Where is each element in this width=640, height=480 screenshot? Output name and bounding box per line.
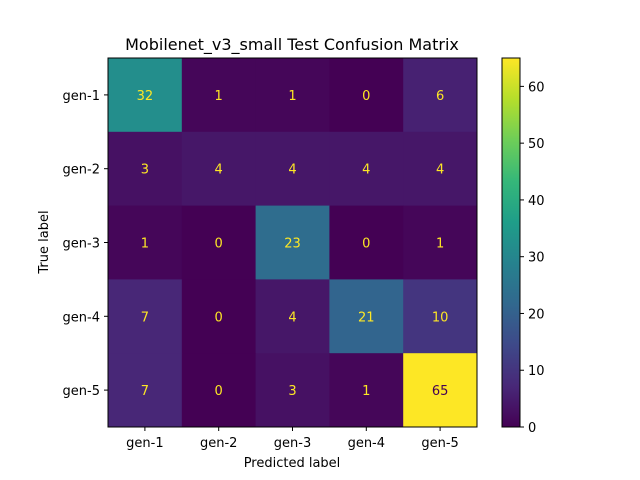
- cell-value-label: 4: [436, 163, 444, 178]
- cell-value-label: 0: [215, 237, 223, 252]
- heatmap-cell: [181, 131, 257, 207]
- cell-value-label: 4: [215, 163, 223, 178]
- cell-value-label: 0: [215, 384, 223, 399]
- heatmap-cell: [108, 131, 183, 207]
- x-tick-label: gen-2: [200, 436, 237, 451]
- x-axis-label: Predicted label: [244, 456, 341, 471]
- cell-value-label: 4: [288, 310, 296, 325]
- colorbar-tick-label: 10: [528, 364, 545, 379]
- heatmap-cell: [403, 279, 478, 354]
- heatmap-cell: [329, 205, 404, 280]
- cell-value-label: 7: [141, 384, 149, 399]
- x-axis-ticks: gen-1 gen-2 gen-3 gen-4 gen-5: [126, 427, 459, 451]
- y-tick-label: gen-1: [63, 89, 100, 104]
- cell-value-label: 1: [288, 89, 296, 104]
- cell-value-label: 0: [362, 237, 370, 252]
- heatmap-cell: [108, 205, 183, 280]
- cell-value-label: 1: [436, 237, 444, 252]
- cell-value-label: 32: [137, 89, 154, 104]
- heatmap-cell: [403, 131, 478, 207]
- y-tick-label: gen-5: [63, 384, 100, 399]
- heatmap-cell: [255, 353, 330, 428]
- cell-value-label: 1: [141, 237, 149, 252]
- y-tick-label: gen-2: [63, 163, 100, 178]
- colorbar-tick-label: 60: [528, 80, 545, 95]
- heatmap-cell: [181, 279, 257, 354]
- x-tick-label: gen-3: [274, 436, 311, 451]
- cell-value-label: 10: [432, 310, 449, 325]
- heatmap-cell: [181, 205, 257, 280]
- heatmap-cell: [329, 353, 404, 428]
- x-tick-label: gen-5: [421, 436, 458, 451]
- cell-value-label: 65: [432, 384, 449, 399]
- heatmap-cell: [108, 58, 183, 133]
- colorbar: [501, 57, 521, 428]
- heatmap-cell: [255, 279, 330, 354]
- cell-value-label: 0: [215, 310, 223, 325]
- colorbar-tick-label: 20: [528, 307, 545, 322]
- heatmap-cell: [108, 279, 183, 354]
- cell-value-label: 3: [288, 384, 296, 399]
- cell-value-label: 1: [215, 89, 223, 104]
- cell-value-label: 4: [288, 163, 296, 178]
- x-tick-label: gen-4: [348, 436, 385, 451]
- heatmap-cells: 32 1 1 0 63 4 4 4 41 0 23 0 17 0 4 21 107 0 3 1 65: [108, 58, 478, 428]
- y-tick-label: gen-4: [63, 310, 100, 325]
- heatmap-cell: [403, 205, 478, 280]
- cell-value-label: 4: [362, 163, 370, 178]
- heatmap-cell: [255, 205, 330, 280]
- x-tick-label: gen-1: [126, 436, 163, 451]
- colorbar-tick-label: 0: [528, 421, 536, 436]
- cell-value-label: 3: [141, 163, 149, 178]
- y-axis-label: True label: [37, 210, 52, 274]
- cell-value-label: 21: [358, 310, 375, 325]
- cell-value-label: 0: [362, 89, 370, 104]
- colorbar-tick-label: 30: [528, 251, 545, 266]
- heatmap-cell: [329, 279, 404, 354]
- heatmap-cell: [403, 353, 478, 428]
- heatmap-cell: [181, 58, 257, 133]
- colorbar-tick-label: 50: [528, 137, 545, 152]
- heatmap-cell: [403, 58, 478, 133]
- cell-value-label: 1: [362, 384, 370, 399]
- y-tick-label: gen-3: [63, 237, 100, 252]
- heatmap-cell: [108, 353, 183, 428]
- y-axis-ticks: gen-1 gen-2 gen-3 gen-4 gen-5: [63, 89, 108, 399]
- cell-value-label: 23: [284, 237, 301, 252]
- heatmap-cell: [255, 131, 330, 207]
- cell-value-label: 7: [141, 310, 149, 325]
- heatmap-cell: [255, 58, 330, 133]
- heatmap-cell: [329, 131, 404, 207]
- colorbar-tick-label: 40: [528, 194, 545, 209]
- heatmap-cell: [181, 353, 257, 428]
- heatmap-cell: [329, 58, 404, 133]
- chart-title: Mobilenet_v3_small Test Confusion Matrix: [125, 35, 459, 55]
- colorbar-ticks: 0 10 20 30 40 50 60: [520, 80, 545, 436]
- cell-value-label: 6: [436, 89, 444, 104]
